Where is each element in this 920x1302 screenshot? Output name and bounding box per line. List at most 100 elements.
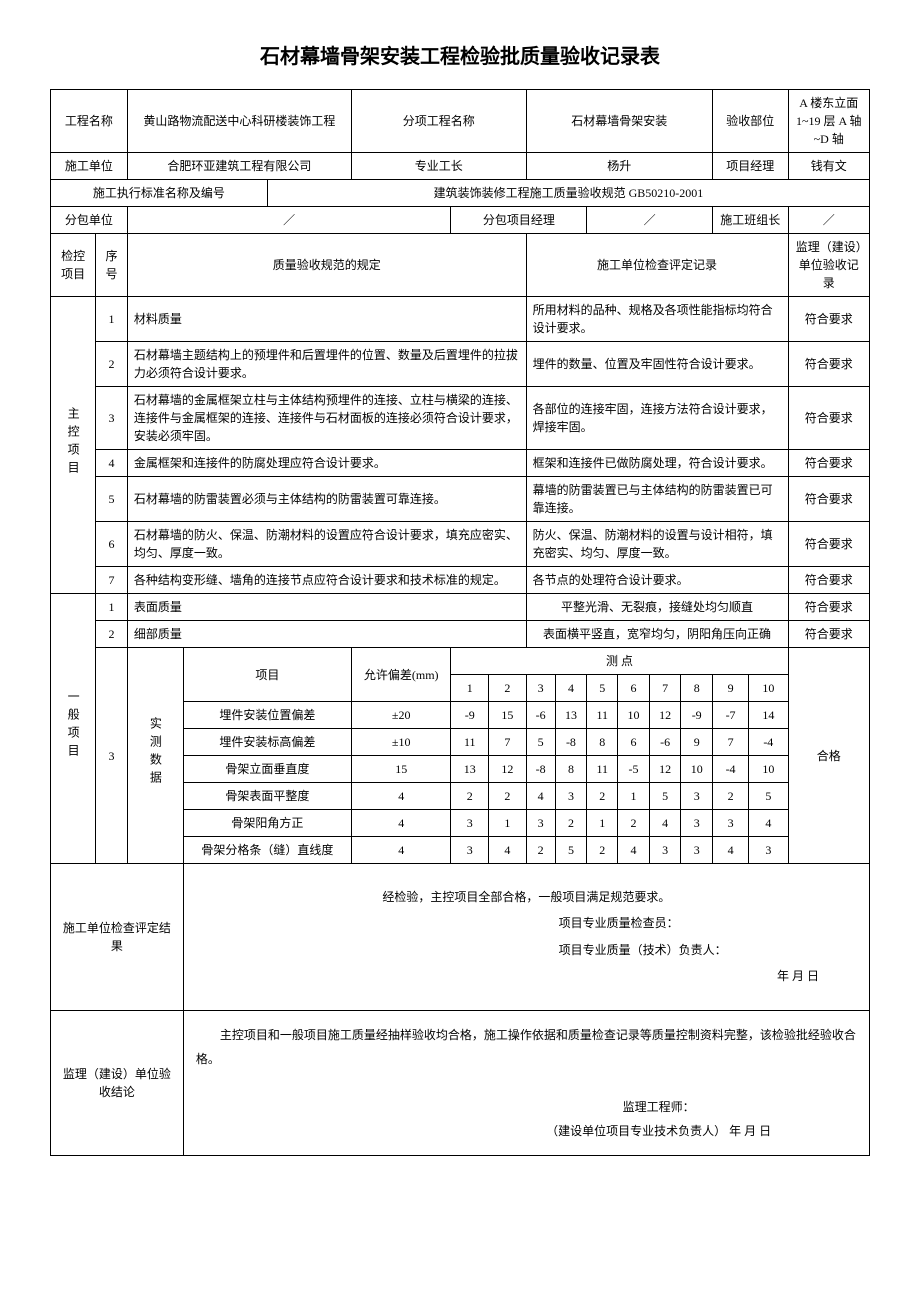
pt-9: 9 — [712, 675, 748, 702]
label-foreman: 专业工长 — [351, 153, 526, 180]
h-selfcheck: 施工单位检查评定记录 — [526, 234, 788, 297]
m5-v4: 2 — [555, 810, 587, 837]
m4-v8: 3 — [681, 783, 713, 810]
label-sub-pm: 分包项目经理 — [451, 207, 587, 234]
val-sub-pm: ／ — [587, 207, 713, 234]
gen-check-1: 平整光滑、无裂痕，接缝处均匀顺直 — [526, 594, 788, 621]
doc-title: 石材幕墙骨架安装工程检验批质量验收记录表 — [50, 40, 870, 69]
gen-row-1: 一般项目 1 表面质量 平整光滑、无裂痕，接缝处均匀顺直 符合要求 — [51, 594, 870, 621]
m1-v8: -9 — [681, 702, 713, 729]
m3-v5: 11 — [587, 756, 618, 783]
footer-self-body: 经检验，主控项目全部合格，一般项目满足规范要求。 项目专业质量检查员： 项目专业… — [183, 864, 869, 1011]
m6-v5: 2 — [587, 837, 618, 864]
gen-res-1: 符合要求 — [788, 594, 870, 621]
val-pm: 钱有文 — [788, 153, 870, 180]
h-control: 检控项目 — [51, 234, 96, 297]
footer-supervisor: 监理（建设）单位验收结论 主控项目和一般项目施工质量经抽样验收均合格，施工操作依… — [51, 1010, 870, 1155]
m5-v5: 1 — [587, 810, 618, 837]
pt-10: 10 — [749, 675, 788, 702]
m6-v1: 3 — [451, 837, 489, 864]
m2-v5: 8 — [587, 729, 618, 756]
main-spec-5: 石材幕墙的防雷装置必须与主体结构的防雷装置可靠连接。 — [127, 477, 526, 522]
measure-header-1: 3 实测数据 项目 允许偏差(mm) 测 点 合格 — [51, 648, 870, 675]
footer-sup-body: 主控项目和一般项目施工质量经抽样验收均合格，施工操作依据和质量检查记录等质量控制… — [183, 1010, 869, 1155]
main-spec-2: 石材幕墙主题结构上的预埋件和后置埋件的位置、数量及后置埋件的拉拔力必须符合设计要… — [127, 342, 526, 387]
m4-v4: 3 — [555, 783, 587, 810]
m1-v6: 10 — [618, 702, 650, 729]
m4-tol: 4 — [351, 783, 451, 810]
label-team-leader: 施工班组长 — [712, 207, 788, 234]
self-text-2: 项目专业质量检查员： — [559, 910, 849, 936]
m3-v7: 12 — [649, 756, 681, 783]
m2-v7: -6 — [649, 729, 681, 756]
main-res-2: 符合要求 — [788, 342, 870, 387]
m3-v10: 10 — [749, 756, 788, 783]
measure-seq: 3 — [96, 648, 128, 864]
label-construction-unit: 施工单位 — [51, 153, 128, 180]
pt-1: 1 — [451, 675, 489, 702]
pt-6: 6 — [618, 675, 650, 702]
val-sub-project: 石材幕墙骨架安装 — [526, 90, 712, 153]
m6-v2: 4 — [489, 837, 527, 864]
m2-v10: -4 — [749, 729, 788, 756]
main-row-5: 5 石材幕墙的防雷装置必须与主体结构的防雷装置可靠连接。 幕墙的防雷装置已与主体… — [51, 477, 870, 522]
label-project-name: 工程名称 — [51, 90, 128, 153]
m6-v7: 3 — [649, 837, 681, 864]
m5-v6: 2 — [618, 810, 650, 837]
m4-v6: 1 — [618, 783, 650, 810]
main-check-2: 埋件的数量、位置及牢固性符合设计要求。 — [526, 342, 788, 387]
h-supervisor: 监理（建设）单位验收记录 — [788, 234, 870, 297]
main-seq-1: 1 — [96, 297, 128, 342]
m1-v4: 13 — [555, 702, 587, 729]
main-res-3: 符合要求 — [788, 387, 870, 450]
m2-v4: -8 — [555, 729, 587, 756]
m3-v4: 8 — [555, 756, 587, 783]
general-label: 一般项目 — [51, 594, 96, 864]
h-spec: 质量验收规范的规定 — [127, 234, 526, 297]
val-construction-unit: 合肥环亚建筑工程有限公司 — [127, 153, 351, 180]
label-std: 施工执行标准名称及编号 — [51, 180, 268, 207]
pt-2: 2 — [489, 675, 527, 702]
measure-result: 合格 — [788, 648, 870, 864]
m2-v2: 7 — [489, 729, 527, 756]
m4-v9: 2 — [712, 783, 748, 810]
pt-5: 5 — [587, 675, 618, 702]
m5-v9: 3 — [712, 810, 748, 837]
row-construction-unit: 施工单位 合肥环亚建筑工程有限公司 专业工长 杨升 项目经理 钱有文 — [51, 153, 870, 180]
m4-v3: 4 — [526, 783, 555, 810]
m2-v6: 6 — [618, 729, 650, 756]
footer-self: 施工单位检查评定结果 经检验，主控项目全部合格，一般项目满足规范要求。 项目专业… — [51, 864, 870, 1011]
main-res-7: 符合要求 — [788, 567, 870, 594]
gen-row-2: 2 细部质量 表面横平竖直，宽窄均匀，阴阳角压向正确 符合要求 — [51, 621, 870, 648]
h-seq: 序号 — [96, 234, 128, 297]
main-res-4: 符合要求 — [788, 450, 870, 477]
m1-v10: 14 — [749, 702, 788, 729]
m1-v3: -6 — [526, 702, 555, 729]
row-project: 工程名称 黄山路物流配送中心科研楼装饰工程 分项工程名称 石材幕墙骨架安装 验收… — [51, 90, 870, 153]
m1-tol: ±20 — [351, 702, 451, 729]
m2-v8: 9 — [681, 729, 713, 756]
m1-v2: 15 — [489, 702, 527, 729]
pt-8: 8 — [681, 675, 713, 702]
h-item: 项目 — [183, 648, 351, 702]
m2-v1: 11 — [451, 729, 489, 756]
row-col-headers: 检控项目 序号 质量验收规范的规定 施工单位检查评定记录 监理（建设）单位验收记… — [51, 234, 870, 297]
val-team-leader: ／ — [788, 207, 870, 234]
self-text-3: 项目专业质量（技术）负责人： — [559, 937, 849, 963]
h-pts: 测 点 — [451, 648, 788, 675]
main-check-3: 各部位的连接牢固，连接方法符合设计要求，焊接牢固。 — [526, 387, 788, 450]
m5-v7: 4 — [649, 810, 681, 837]
measure-side-label: 实测数据 — [127, 648, 183, 864]
m1-name: 埋件安装位置偏差 — [183, 702, 351, 729]
gen-res-2: 符合要求 — [788, 621, 870, 648]
m4-v2: 2 — [489, 783, 527, 810]
m3-v1: 13 — [451, 756, 489, 783]
m2-v3: 5 — [526, 729, 555, 756]
m6-v3: 2 — [526, 837, 555, 864]
self-date: 年 月 日 — [204, 963, 849, 989]
val-project-name: 黄山路物流配送中心科研楼装饰工程 — [127, 90, 351, 153]
main-label: 主控项目 — [51, 297, 96, 594]
val-std: 建筑装饰装修工程施工质量验收规范 GB50210-2001 — [267, 180, 869, 207]
m6-name: 骨架分格条（缝）直线度 — [183, 837, 351, 864]
main-res-5: 符合要求 — [788, 477, 870, 522]
